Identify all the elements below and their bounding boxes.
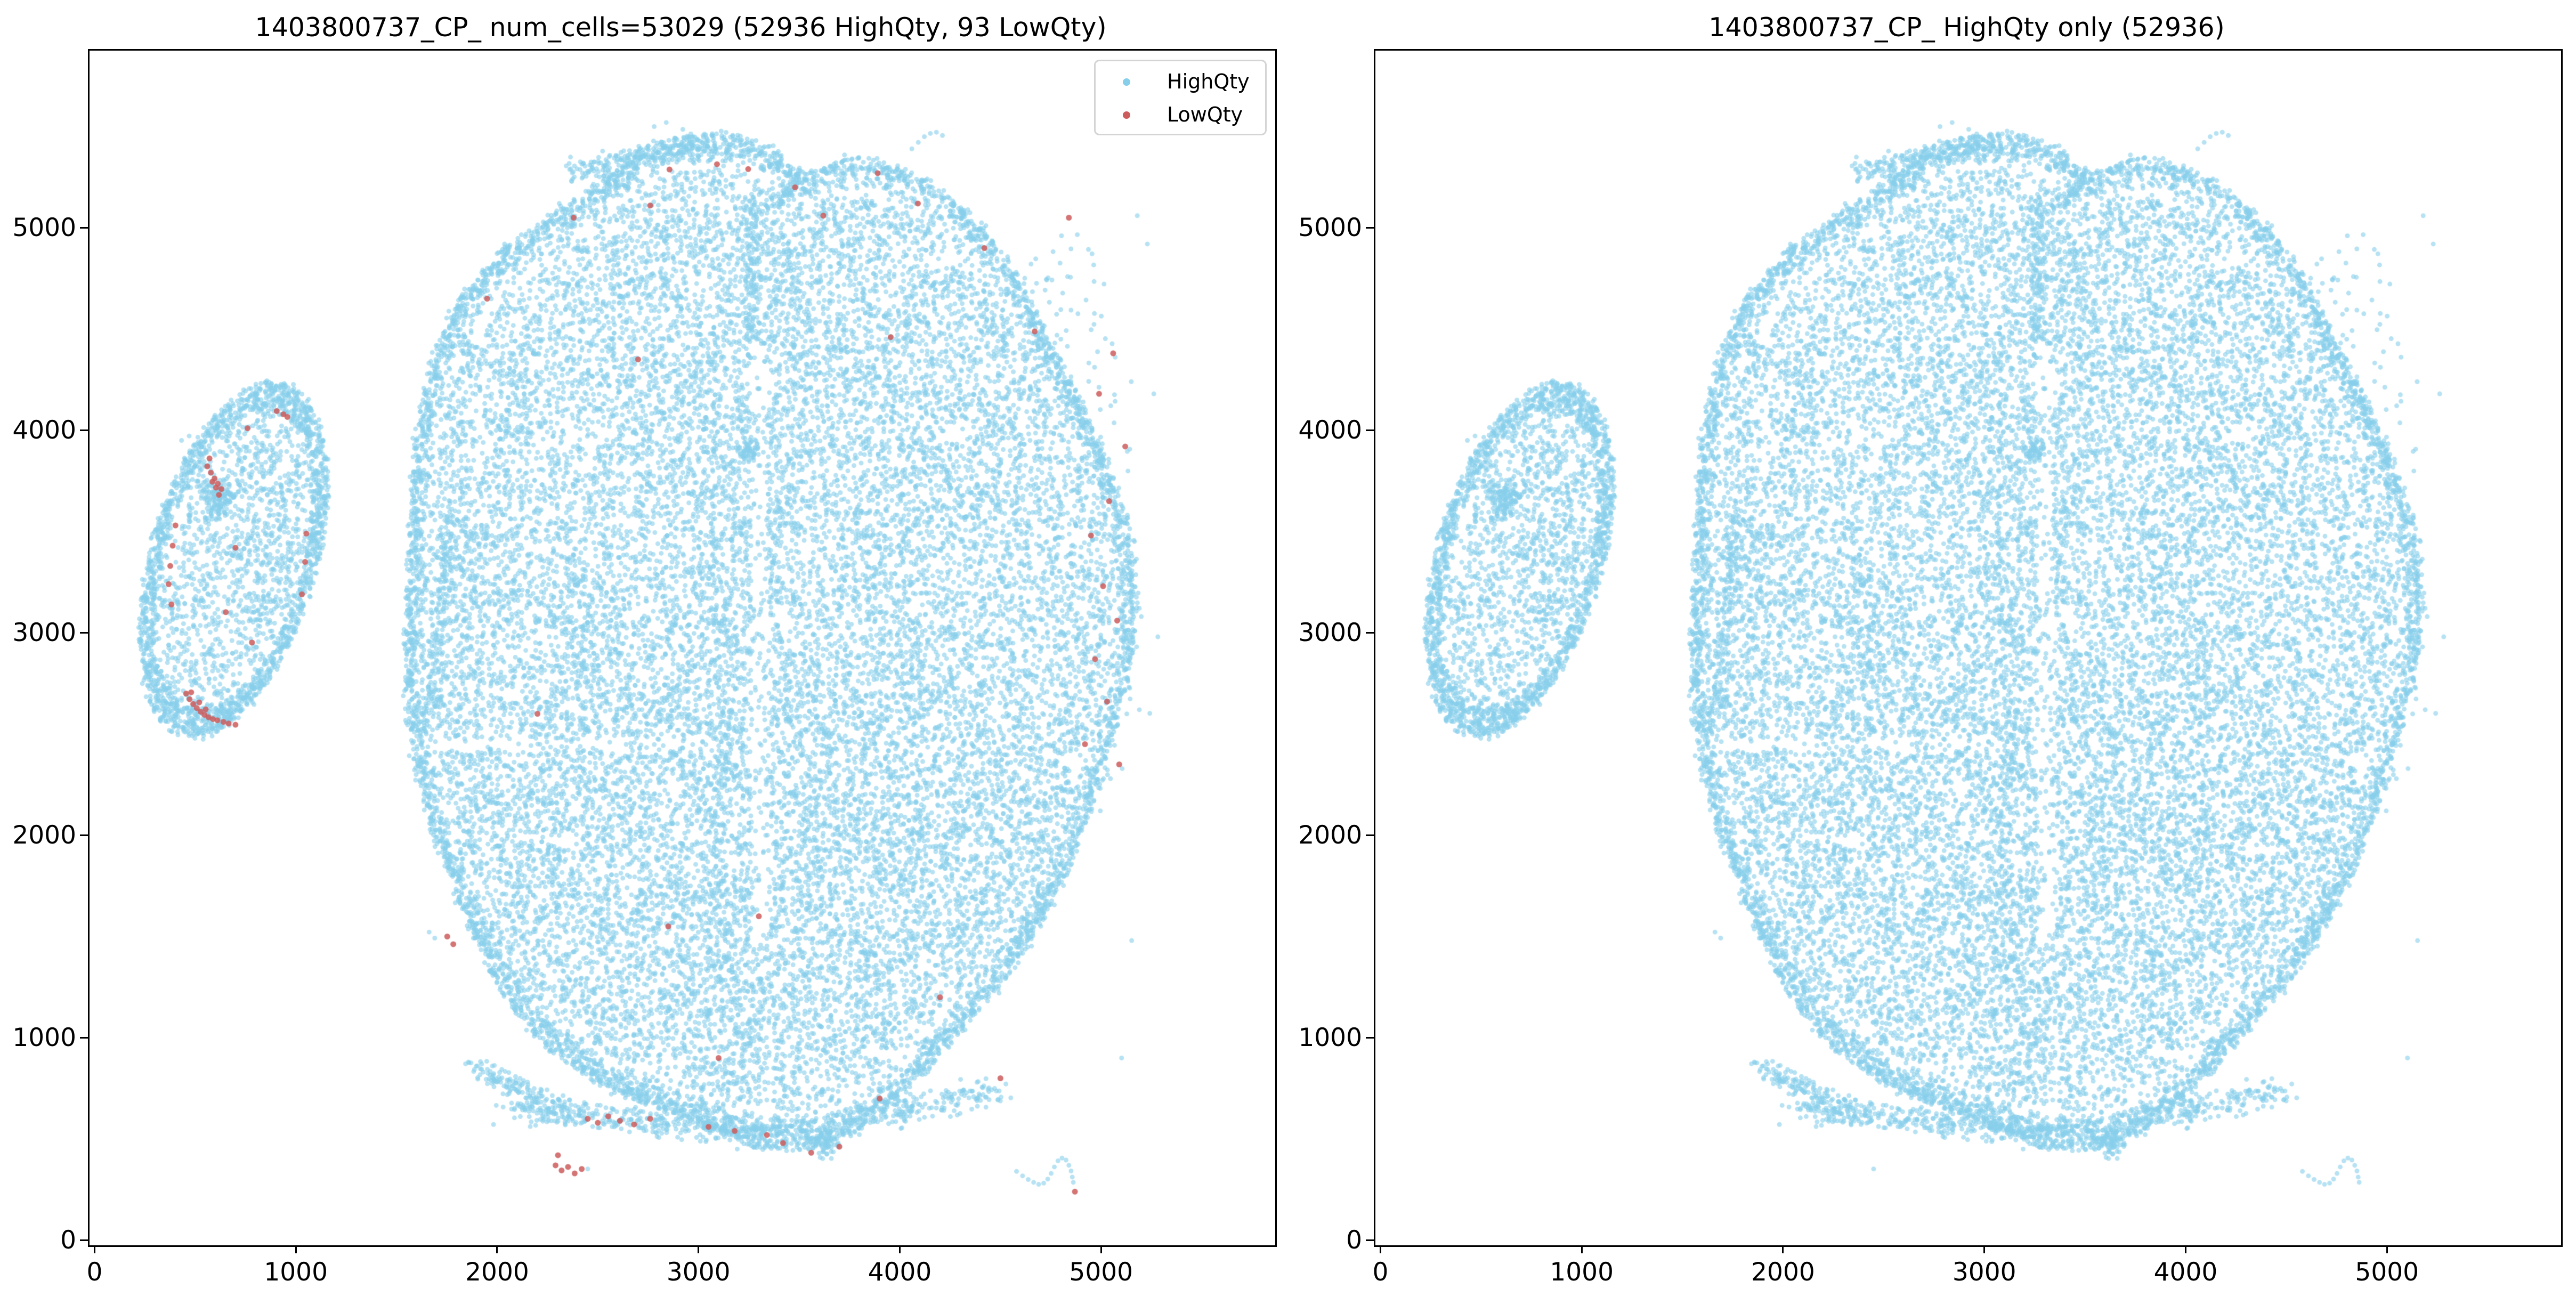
x-tick-mark	[496, 1245, 498, 1253]
x-tick-mark	[1581, 1245, 1583, 1253]
y-tick-label: 3000	[1298, 618, 1362, 647]
left-scatter-canvas	[90, 51, 1275, 1245]
y-tick-label: 0	[1346, 1225, 1362, 1255]
left-plot-title: 1403800737_CP_ num_cells=53029 (52936 Hi…	[255, 12, 1107, 43]
x-tick-label: 3000	[666, 1258, 731, 1287]
right-plot-axes	[1374, 49, 2563, 1247]
y-tick-label: 4000	[12, 415, 76, 445]
x-tick-label: 0	[86, 1258, 103, 1287]
y-tick-label: 2000	[12, 820, 76, 850]
x-tick-mark	[1100, 1245, 1102, 1253]
legend-label-highqty: HighQty	[1167, 70, 1250, 93]
y-tick-mark	[80, 1239, 88, 1241]
lowqty-marker-icon	[1123, 111, 1130, 119]
y-tick-label: 5000	[12, 213, 76, 242]
legend-item-highqty: HighQty	[1096, 66, 1265, 98]
x-tick-label: 0	[1372, 1258, 1389, 1287]
y-tick-mark	[80, 834, 88, 836]
y-tick-mark	[1366, 227, 1374, 229]
x-tick-mark	[1782, 1245, 1784, 1253]
x-tick-label: 5000	[2355, 1258, 2419, 1287]
highqty-marker-icon	[1123, 78, 1130, 86]
x-tick-label: 1000	[1550, 1258, 1614, 1287]
x-tick-label: 2000	[1751, 1258, 1815, 1287]
y-tick-mark	[1366, 1239, 1374, 1241]
y-tick-label: 1000	[12, 1023, 76, 1052]
right-scatter-canvas	[1375, 51, 2561, 1245]
right-plot-title: 1403800737_CP_ HighQty only (52936)	[1708, 12, 2225, 43]
x-tick-mark	[1379, 1245, 1381, 1253]
y-tick-label: 3000	[12, 618, 76, 647]
y-tick-label: 1000	[1298, 1023, 1362, 1052]
legend-label-lowqty: LowQty	[1167, 103, 1243, 126]
y-tick-mark	[80, 1037, 88, 1039]
x-tick-mark	[1983, 1245, 1986, 1253]
x-tick-mark	[898, 1245, 901, 1253]
x-tick-mark	[698, 1245, 700, 1253]
x-tick-label: 4000	[2153, 1258, 2218, 1287]
x-tick-label: 1000	[264, 1258, 328, 1287]
y-tick-label: 2000	[1298, 820, 1362, 850]
x-tick-label: 4000	[868, 1258, 932, 1287]
y-tick-mark	[1366, 834, 1374, 836]
x-tick-mark	[2386, 1245, 2388, 1253]
y-tick-mark	[80, 632, 88, 634]
x-tick-label: 2000	[465, 1258, 529, 1287]
y-tick-mark	[80, 429, 88, 431]
y-tick-label: 5000	[1298, 213, 1362, 242]
y-tick-mark	[80, 227, 88, 229]
x-tick-mark	[93, 1245, 95, 1253]
x-tick-mark	[295, 1245, 297, 1253]
legend-item-lowqty: LowQty	[1096, 99, 1265, 131]
x-tick-mark	[2184, 1245, 2186, 1253]
left-plot-axes	[88, 49, 1277, 1247]
y-tick-mark	[1366, 1037, 1374, 1039]
y-tick-mark	[1366, 429, 1374, 431]
x-tick-label: 3000	[1952, 1258, 2016, 1287]
y-tick-label: 4000	[1298, 415, 1362, 445]
legend: HighQty LowQty	[1094, 60, 1267, 135]
y-tick-label: 0	[60, 1225, 76, 1255]
x-tick-label: 5000	[1069, 1258, 1133, 1287]
y-tick-mark	[1366, 632, 1374, 634]
